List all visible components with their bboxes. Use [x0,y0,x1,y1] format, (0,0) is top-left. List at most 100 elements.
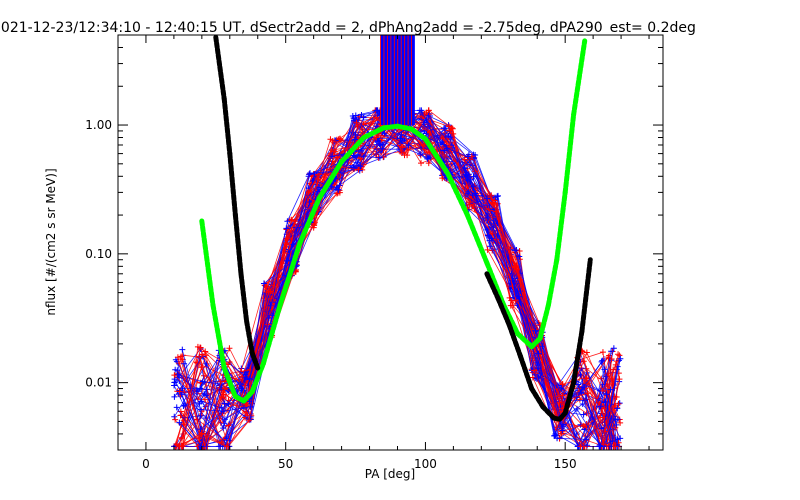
trace-point [516,253,523,260]
trace-point [218,393,225,400]
trace-point [283,257,290,264]
fit-curve-green [249,361,266,395]
trace-point [260,280,267,287]
trace-point [425,107,432,114]
trace-point [559,381,566,388]
trace-point [176,419,183,426]
trace-point [355,166,362,173]
trace-point [265,314,272,321]
trace-point [580,411,587,418]
trace-point [613,421,620,428]
trace-point [357,163,364,170]
trace-point [284,218,291,225]
plot-frame [117,34,664,451]
fit-curve-black [232,212,244,277]
trace-point [223,443,230,450]
fit-curve-black [221,96,233,157]
trace-point [423,149,430,156]
trace-point [282,239,289,246]
trace-point [425,112,432,119]
trace-point [610,345,617,352]
trace-point [516,248,523,255]
fit-curve-black [529,386,546,410]
trace-point [579,384,586,391]
fit-curve-black [540,404,557,421]
trace-point [181,360,188,367]
trace-point [583,349,590,356]
trace-point [466,201,473,208]
trace-point [616,376,623,383]
trace-point [176,443,183,450]
trace-point [613,394,620,401]
trace-point [226,345,233,352]
trace-point [584,442,591,449]
trace-point [262,290,269,297]
trace-point [470,183,477,190]
trace-point [416,107,423,114]
fit-curve-black [562,380,577,416]
trace-point [439,175,446,182]
trace-point [448,124,455,131]
trace-point [179,385,186,392]
trace-point [335,186,342,193]
trace-point [263,289,270,296]
trace-point [398,131,405,138]
fit-curve-green [339,135,367,165]
trace-point [575,381,582,388]
trace-point [608,348,615,355]
trace-point [328,147,335,154]
trace-point [617,355,624,362]
trace-point [535,365,542,372]
trace-point [612,443,619,450]
fit-curve-green [260,302,283,367]
trace-point [603,391,610,398]
trace-point [263,283,270,290]
trace-point [612,424,619,431]
trace-point [397,135,404,142]
x-tick-label: 0 [142,457,150,471]
trace-point [225,400,232,407]
trace-point [614,405,621,412]
trace-point [559,392,566,399]
trace-point [174,371,181,378]
trace-point [616,352,623,359]
trace-point [539,343,546,350]
trace-point [614,436,621,443]
trace-point [353,119,360,126]
trace-point [172,366,179,373]
trace-point [203,392,210,399]
trace-point [377,132,384,139]
trace-point [598,358,605,365]
trace-point [535,350,542,357]
trace-point [464,153,471,160]
trace-point [305,189,312,196]
trace-point [532,327,539,334]
fit-curve-black [244,318,255,356]
trace-point [423,130,430,137]
trace-point [373,107,380,114]
trace-point [179,346,186,353]
trace-point [198,443,205,450]
trace-point [360,114,367,121]
fit-curve-green [562,112,577,195]
trace-point [196,435,203,442]
trace-point [352,112,359,119]
trace-point [197,385,204,392]
trace-point [494,193,501,200]
trace-point [443,145,450,152]
trace-point [398,138,405,145]
trace-point [470,173,477,180]
trace-point [421,123,428,130]
trace-point [176,378,183,385]
trace-point [171,413,178,420]
trace-point [379,145,386,152]
y-tick-label: 1.00 [85,118,112,132]
trace-point [223,435,230,442]
trace-point [441,125,448,132]
fit-curve-black [495,296,512,328]
trace-point [513,266,520,273]
trace-point [198,430,205,437]
fit-curve-green [422,136,451,177]
x-tick-label: 50 [278,457,293,471]
